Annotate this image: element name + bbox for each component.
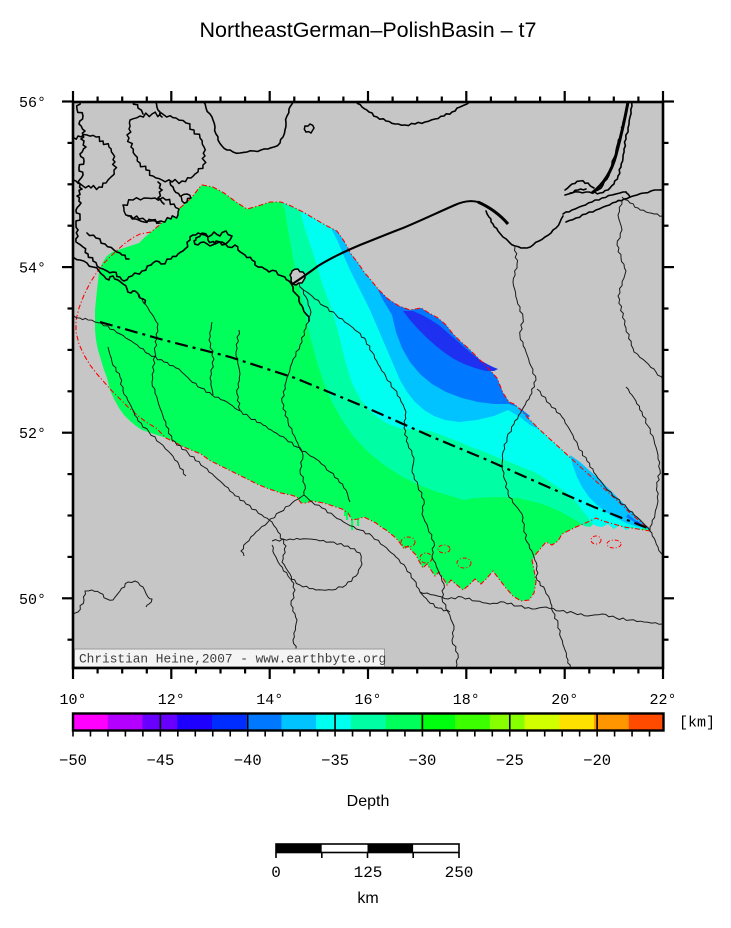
svg-text:14°: 14°	[256, 692, 283, 709]
svg-text:22°: 22°	[649, 692, 676, 709]
svg-text:18°: 18°	[453, 692, 480, 709]
svg-text:km: km	[357, 890, 378, 907]
svg-text:0: 0	[271, 864, 281, 882]
svg-text:Depth: Depth	[347, 793, 390, 810]
svg-text:−40: −40	[234, 752, 262, 770]
svg-text:52°: 52°	[19, 426, 46, 443]
svg-text:50°: 50°	[19, 592, 46, 609]
svg-text:20°: 20°	[551, 692, 578, 709]
svg-text:−45: −45	[146, 752, 174, 770]
svg-text:Christian Heine,2007 - www.ear: Christian Heine,2007 - www.earthbyte.org	[79, 652, 386, 667]
svg-text:16°: 16°	[354, 692, 381, 709]
svg-text:250: 250	[445, 864, 474, 882]
svg-text:−25: −25	[496, 752, 524, 770]
svg-text:54°: 54°	[19, 261, 46, 278]
svg-text:−35: −35	[321, 752, 349, 770]
svg-text:10°: 10°	[59, 692, 86, 709]
svg-text:[km]: [km]	[679, 715, 715, 732]
svg-text:12°: 12°	[158, 692, 185, 709]
svg-text:−20: −20	[583, 752, 611, 770]
svg-text:−30: −30	[408, 752, 436, 770]
svg-text:56°: 56°	[19, 95, 46, 112]
svg-text:−50: −50	[59, 752, 87, 770]
svg-text:NortheastGerman–PolishBasin –: NortheastGerman–PolishBasin – t7	[199, 18, 536, 42]
svg-text:125: 125	[354, 864, 383, 882]
